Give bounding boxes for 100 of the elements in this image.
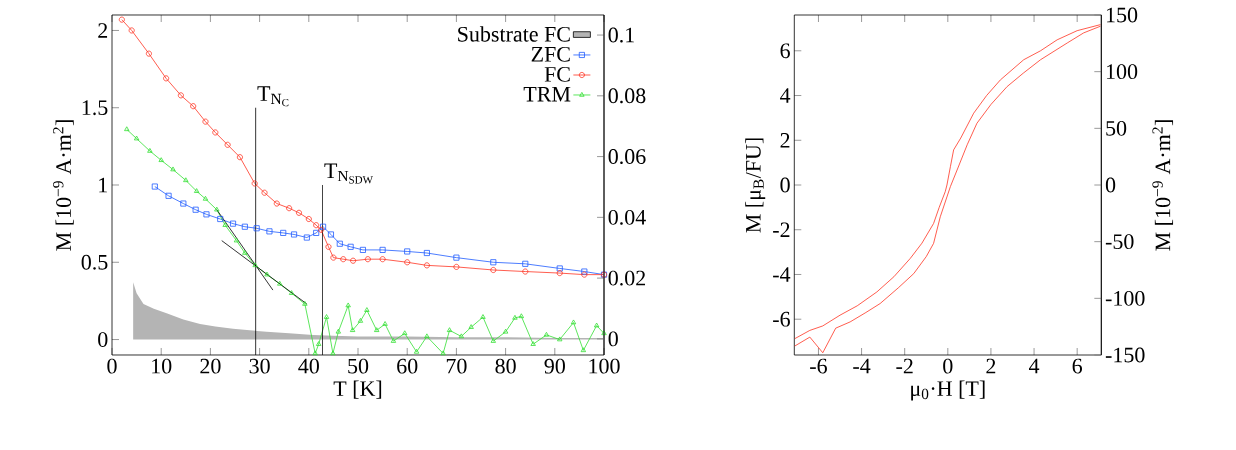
y-axis-title: M [10$^{−9}$ A·m$^{2}$] (53, 120, 74, 251)
legend-label: ZFC (531, 46, 570, 62)
point (468, 324, 474, 329)
y2-tick-label: 50 (1106, 120, 1127, 136)
y2-tick-label: -50 (1105, 234, 1134, 250)
y-tick-label: -2 (773, 222, 790, 238)
point (212, 129, 219, 136)
point (424, 333, 430, 339)
x-axis-title: μ$_{0}$·H [T] (911, 380, 985, 401)
point (404, 248, 411, 255)
point (280, 229, 287, 236)
point (330, 254, 337, 261)
point (512, 314, 518, 320)
y-tick-label: 1.5 (82, 100, 108, 116)
annotation: $\mathrm{T}_{\mathrm{N}_{\mathrm{C}}}$ (257, 86, 289, 107)
point (303, 234, 310, 241)
point (325, 243, 332, 250)
point (193, 188, 200, 193)
point (183, 177, 189, 183)
point (379, 256, 386, 263)
point (522, 260, 529, 267)
x-tick-label: 90 (544, 358, 565, 374)
x-tick-label: 60 (397, 358, 418, 374)
point (165, 192, 172, 199)
point (151, 183, 158, 190)
y2-tick-label: 0 (1105, 177, 1116, 193)
x-tick-label: 40 (298, 358, 319, 374)
x-tick-label: -4 (853, 358, 871, 374)
point (330, 350, 336, 356)
point (242, 250, 248, 255)
point (570, 319, 577, 325)
point (315, 341, 322, 346)
point (253, 225, 260, 232)
point (217, 216, 224, 222)
point (350, 257, 357, 264)
point (556, 270, 563, 277)
y2-tick-label: -100 (1105, 290, 1145, 306)
point (364, 256, 371, 263)
y2-tick-label: 0.08 (608, 88, 646, 104)
point (190, 103, 197, 110)
x-tick-label: 100 (589, 358, 620, 374)
point (374, 327, 380, 332)
point (222, 222, 228, 227)
point (580, 347, 586, 353)
point (522, 268, 529, 275)
point (313, 229, 320, 236)
point (241, 223, 248, 230)
point (327, 231, 334, 238)
point (390, 338, 397, 343)
point (266, 228, 273, 235)
point (357, 318, 364, 323)
y-tick-label: 2 (98, 23, 108, 38)
point (286, 205, 293, 212)
point (214, 206, 220, 212)
point (340, 256, 347, 263)
point (347, 243, 354, 250)
point (170, 166, 176, 172)
point (145, 50, 152, 57)
y-tick-label: 6 (780, 43, 790, 59)
point (345, 302, 351, 308)
point (302, 301, 308, 306)
legend-label: TRM (523, 87, 571, 102)
point (502, 328, 509, 334)
point (557, 336, 563, 342)
point (180, 200, 187, 207)
point (349, 327, 356, 332)
point (556, 265, 563, 272)
y-tick-label: -6 (773, 311, 790, 327)
y2-tick-label: 0.02 (608, 270, 646, 286)
y-tick-label: -4 (773, 267, 791, 282)
point (382, 321, 388, 326)
point (543, 331, 550, 337)
point (518, 313, 524, 319)
x-tick-label: 70 (446, 358, 467, 374)
y-tick-label: 2 (780, 132, 790, 148)
point (336, 240, 343, 247)
x-axis-title: T [K] (333, 380, 382, 399)
point (305, 216, 312, 222)
point (177, 92, 184, 99)
x-tick-label: 10 (152, 358, 172, 374)
point (490, 267, 497, 273)
point (379, 246, 386, 253)
point (252, 262, 258, 268)
y-tick-label: 0.5 (81, 254, 108, 270)
point (480, 314, 486, 319)
x-tick-label: 0 (943, 358, 953, 374)
y2-tick-label: 0.06 (608, 149, 646, 165)
y-tick-label: 4 (780, 88, 791, 103)
point (236, 154, 243, 161)
point (147, 148, 153, 153)
point (490, 338, 496, 343)
point (233, 237, 240, 243)
point (230, 220, 237, 227)
point (202, 118, 209, 125)
point (359, 246, 366, 253)
legend-label: Substrate FC (458, 26, 570, 42)
annotation: $\mathrm{T}_{\mathrm{N}_{\mathrm{SDW}}}$ (324, 163, 373, 184)
x-tick-label: 50 (348, 358, 369, 374)
x-tick-label: 30 (249, 358, 270, 374)
point (295, 209, 302, 216)
